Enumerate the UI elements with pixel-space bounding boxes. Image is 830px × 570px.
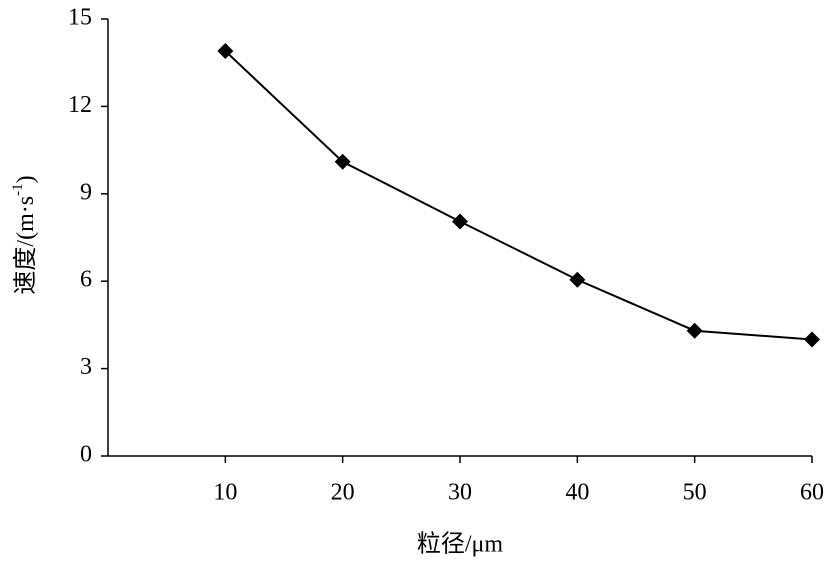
marker (217, 43, 234, 60)
y-axis-title-text: 速度/(m·s (12, 196, 39, 295)
x-tick-label: 20 (331, 480, 355, 506)
marker (569, 271, 586, 288)
y-axis-title-sup: -1 (10, 183, 26, 196)
x-tick-label: 30 (448, 480, 472, 506)
y-tick-label: 15 (68, 5, 92, 31)
y-tick-label: 6 (80, 267, 92, 293)
y-tick-label: 9 (80, 179, 92, 205)
marker (452, 213, 468, 230)
y-axis-title-end: ) (13, 175, 39, 183)
y-tick-label: 0 (80, 442, 92, 468)
x-tick-label: 50 (683, 480, 707, 506)
line (224, 50, 813, 341)
x-tick-label: 10 (213, 480, 237, 506)
y-axis-title: 速度/(m·s-1) (10, 175, 38, 294)
marker (686, 322, 703, 339)
y-tick-label: 3 (80, 354, 92, 380)
marker (334, 153, 351, 170)
x-axis-title: 粒径/μm (417, 531, 504, 558)
marker (804, 331, 820, 348)
x-tick-label: 40 (565, 480, 589, 506)
x-tick-label: 60 (800, 480, 824, 506)
y-tick-label: 12 (68, 92, 92, 118)
